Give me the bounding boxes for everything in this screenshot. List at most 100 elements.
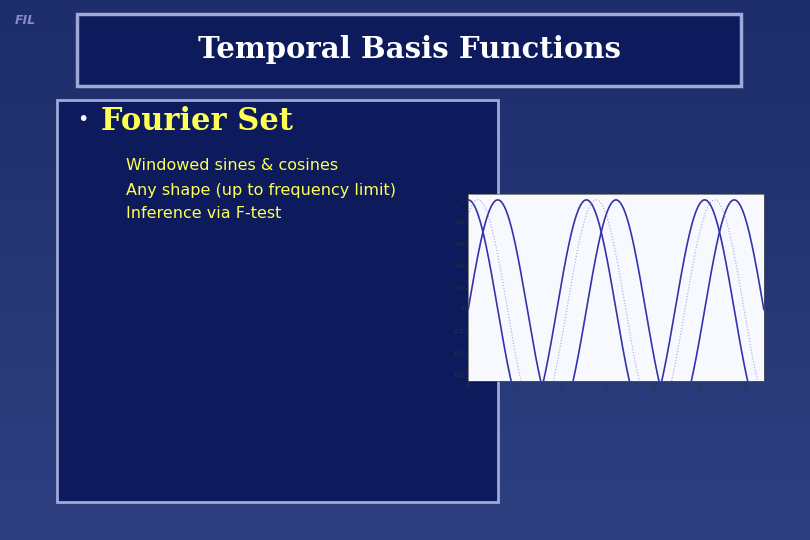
Bar [0,235,810,238]
Bar [0,162,810,165]
Bar [0,418,810,421]
Bar [0,38,810,40]
Bar [0,130,810,132]
Bar [0,65,810,68]
Bar [0,51,810,54]
Bar [0,86,810,89]
Bar [0,529,810,532]
Bar [0,316,810,319]
Bar [0,351,810,354]
Bar [0,103,810,105]
Bar [0,362,810,364]
Bar [0,151,810,154]
Bar [0,381,810,383]
Text: Temporal Basis Functions: Temporal Basis Functions [198,35,620,64]
Bar [0,256,810,259]
Bar [0,505,810,508]
Bar [0,200,810,202]
Bar [0,27,810,30]
Bar [0,459,810,462]
Bar [0,243,810,246]
Bar [0,154,810,157]
Text: •: • [77,110,88,130]
Bar [0,49,810,51]
Bar [0,373,810,375]
Bar [0,367,810,370]
Bar [0,43,810,46]
Bar [0,383,810,386]
Bar [0,92,810,94]
Bar [0,0,810,3]
Bar [0,489,810,491]
Bar [0,432,810,435]
Bar [0,97,810,100]
Bar [0,370,810,373]
Bar [0,192,810,194]
Bar [0,394,810,397]
Bar [0,343,810,346]
Bar [0,354,810,356]
Bar [0,211,810,213]
Bar [0,440,810,443]
Bar [0,494,810,497]
Bar [0,194,810,197]
Bar [0,292,810,294]
Bar [0,59,810,62]
Bar [0,240,810,243]
Bar [0,116,810,119]
Bar [0,510,810,513]
Bar [0,435,810,437]
Bar [0,205,810,208]
Bar [0,248,810,251]
Bar [0,35,810,38]
Bar [0,475,810,478]
Bar [0,518,810,521]
Bar [0,405,810,408]
Bar [0,421,810,424]
Bar [0,232,810,235]
Bar [0,24,810,27]
Bar [0,81,810,84]
Bar [0,46,810,49]
Bar [0,186,810,189]
Bar [0,532,810,535]
Bar [0,159,810,162]
Bar [0,267,810,270]
Bar [0,427,810,429]
Bar [0,157,810,159]
Bar [0,324,810,327]
Bar [0,127,810,130]
Text: Fourier Set: Fourier Set [101,106,293,137]
Bar [0,224,810,227]
Bar [0,230,810,232]
Bar [0,470,810,472]
Bar [0,321,810,324]
Bar [0,70,810,73]
Bar [0,386,810,389]
Bar [0,535,810,537]
Bar [0,462,810,464]
Bar [0,140,810,143]
Bar [0,178,810,181]
Bar [0,146,810,148]
Bar [0,108,810,111]
Bar [0,400,810,402]
Bar [0,281,810,284]
Bar [0,297,810,300]
Bar [0,416,810,418]
Bar [0,165,810,167]
Bar [0,408,810,410]
Bar [0,448,810,451]
Bar [0,521,810,524]
Bar [0,57,810,59]
Bar [0,148,810,151]
Bar [0,483,810,486]
Bar [0,246,810,248]
Bar [0,8,810,11]
Bar [0,213,810,216]
Text: Inference via F-test: Inference via F-test [126,206,281,221]
Bar [0,335,810,338]
FancyBboxPatch shape [57,100,498,502]
Bar [0,216,810,219]
Bar [0,100,810,103]
